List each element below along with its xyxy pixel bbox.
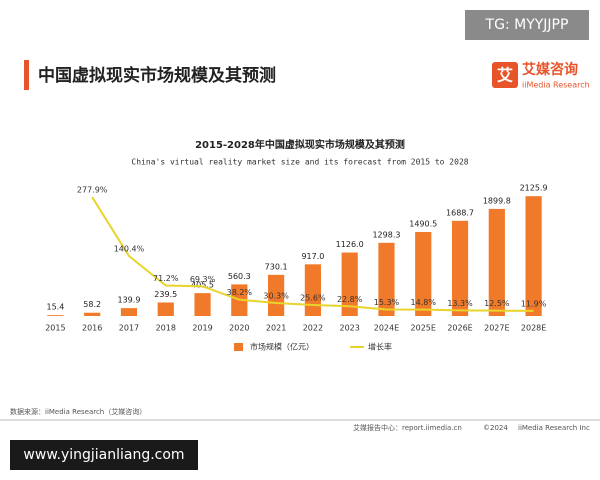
data-label: 13.3% (447, 299, 473, 308)
x-tick-label: 2019 (192, 324, 212, 333)
data-label: 15.4 (46, 303, 64, 312)
x-tick-label: 2018 (156, 324, 176, 333)
logo-en: iiMedia Research (522, 81, 590, 90)
bar (451, 220, 469, 316)
x-tick-label: 2020 (229, 324, 249, 333)
data-label: 25.6% (300, 294, 326, 303)
bar (341, 252, 358, 316)
data-label: 730.1 (265, 262, 288, 271)
page-title: 中国虚拟现实市场规模及其预测 (38, 65, 276, 86)
line (91, 196, 534, 312)
data-label: 30.3% (263, 292, 289, 301)
legend-label: 增长率 (368, 342, 392, 352)
data-label: 2125.9 (520, 184, 548, 193)
bar (415, 231, 432, 316)
data-label: 58.2 (83, 300, 101, 309)
footer-copyright: ©2024 (483, 424, 508, 432)
data-label: 140.4% (114, 244, 145, 253)
watermark-box (10, 440, 198, 470)
bar (378, 242, 395, 316)
bar (120, 308, 138, 316)
bar (304, 264, 321, 316)
data-label: 69.3% (190, 275, 216, 284)
data-label: 560.3 (228, 272, 251, 281)
data-label: 1688.7 (446, 208, 474, 217)
chart-subtitle: China's virtual reality market size and … (131, 158, 468, 167)
data-label: 38.2% (227, 288, 253, 297)
x-tick-label: 2016 (82, 324, 102, 333)
data-label: 1490.5 (409, 219, 437, 228)
bar (525, 196, 542, 316)
legend-label: 市场规模（亿元） (250, 342, 314, 352)
footer-center: 艾媒报告中心：report.iimedia.cn (353, 423, 462, 432)
data-label: 917.0 (301, 252, 324, 261)
chart-title: 2015-2028年中国虚拟现实市场规模及其预测 (195, 138, 405, 151)
bar (268, 274, 285, 316)
data-label: 11.9% (521, 299, 547, 308)
x-tick-label: 2015 (45, 324, 65, 333)
data-label: 139.9 (118, 296, 141, 305)
logo-cn: 艾媒咨询 (522, 61, 578, 78)
data-label: 22.8% (337, 295, 363, 304)
legend-swatch (234, 343, 243, 351)
x-tick-label: 2027E (484, 324, 509, 333)
watermark: TG: MYYJJPP (485, 17, 569, 33)
watermark-box (465, 10, 589, 40)
data-label: 15.3% (374, 298, 400, 307)
x-tick-label: 2025E (411, 324, 436, 333)
bar (488, 208, 505, 316)
bar (84, 312, 101, 316)
data-label: 1298.3 (372, 230, 400, 239)
bar (194, 293, 211, 316)
x-tick-label: 2017 (119, 324, 139, 333)
bar (47, 315, 64, 316)
watermark: www.yingjianliang.com (23, 447, 184, 463)
x-tick-label: 2021 (266, 324, 286, 333)
x-tick-label: 2024E (374, 324, 399, 333)
data-label: 14.8% (411, 298, 437, 307)
x-tick-label: 2023 (339, 324, 359, 333)
source: 数据来源：iiMedia Research（艾媒咨询） (10, 407, 146, 416)
data-label: 239.5 (154, 290, 177, 299)
data-label: 71.2% (153, 274, 179, 283)
data-label: 405.5 (191, 281, 214, 290)
x-tick-label: 2022 (303, 324, 323, 333)
data-label: 1899.8 (483, 196, 511, 205)
x-tick-label: 2028E (521, 324, 546, 333)
data-label: 277.9% (77, 186, 108, 195)
x-tick-label: 2026E (447, 324, 472, 333)
logo-mark: 艾 (497, 66, 513, 85)
footer-company: iiMedia Research Inc (518, 424, 590, 432)
bar (157, 302, 174, 316)
title-accent (24, 60, 29, 90)
data-label: 12.5% (484, 299, 510, 308)
data-label: 1126.0 (336, 240, 364, 249)
logo-icon (492, 62, 518, 88)
